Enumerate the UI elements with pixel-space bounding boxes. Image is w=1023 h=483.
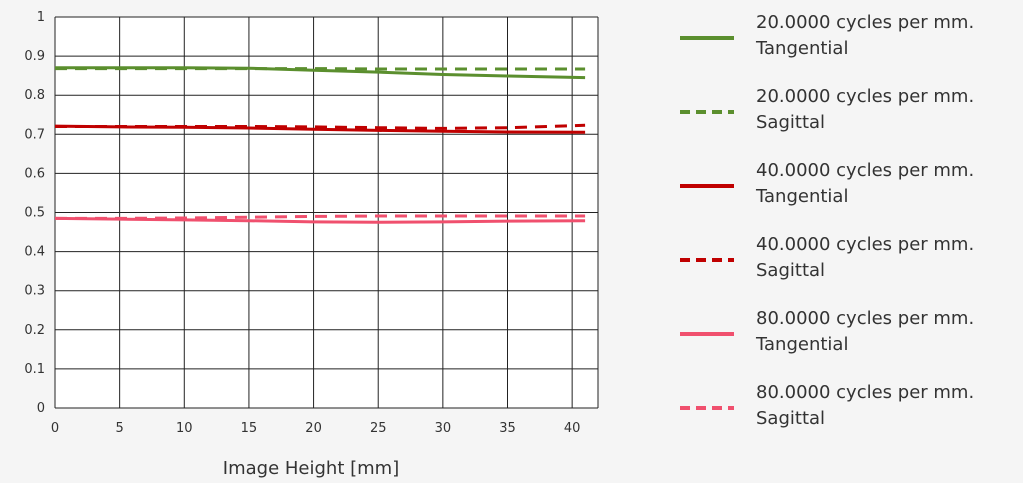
x-tick-label: 30 [435, 421, 452, 436]
y-tick-label: 0.9 [24, 49, 45, 64]
legend-label-line1: 40.0000 cycles per mm. [756, 234, 975, 255]
legend-label-line2: Sagittal [756, 408, 826, 429]
legend-swatch [680, 36, 734, 40]
x-tick-label: 20 [305, 421, 322, 436]
y-tick-label: 0.1 [24, 362, 45, 377]
legend-label-line1: 20.0000 cycles per mm. [756, 86, 975, 107]
legend-label-line1: 20.0000 cycles per mm. [756, 12, 975, 33]
legend-swatch [680, 184, 734, 188]
x-tick-label: 40 [564, 421, 581, 436]
series-line-6 [55, 214, 586, 220]
legend-label-line1: 80.0000 cycles per mm. [756, 308, 975, 329]
legend-item: 80.0000 cycles per mm. Tangential [680, 306, 1020, 380]
legend-swatch [680, 332, 734, 336]
tick-labels: 0 5 10 15 20 25 30 35 40 0 0.1 0.2 0.3 0.4 0.5 0.6 0.7 0.… [24, 10, 580, 436]
x-tick-label: 0 [51, 421, 59, 436]
legend-label-line2: Tangential [756, 334, 849, 355]
legend-label-line2: Sagittal [756, 112, 826, 133]
legend-label: 20.0000 cycles per mm. Tangential [756, 10, 974, 62]
x-axis-label: Image Height [mm] [223, 458, 399, 479]
legend-label-line2: Tangential [756, 186, 849, 207]
legend-item: 40.0000 cycles per mm. Tangential [680, 158, 1020, 232]
series-layer [54, 66, 586, 224]
chart-grid [54, 16, 599, 409]
y-tick-label: 0 [37, 401, 45, 416]
y-tick-label: 0.4 [24, 245, 45, 260]
mtf-chart: 0 5 10 15 20 25 30 35 40 0 0.1 0.2 0.3 0.4 0.5 0.6 0.7 0.… [24, 10, 599, 479]
y-tick-label: 0.7 [24, 127, 45, 142]
x-tick-label: 35 [499, 421, 516, 436]
legend-swatch [680, 406, 734, 410]
x-tick-label: 15 [241, 421, 258, 436]
legend-label: 40.0000 cycles per mm. Sagittal [756, 232, 974, 284]
legend-label: 40.0000 cycles per mm. Tangential [756, 158, 974, 210]
y-tick-label: 0.3 [24, 284, 45, 299]
legend-label-line1: 40.0000 cycles per mm. [756, 160, 975, 181]
legend-label-line2: Sagittal [756, 260, 826, 281]
legend-item: 20.0000 cycles per mm. Tangential [680, 10, 1020, 84]
legend-label: 80.0000 cycles per mm. Tangential [756, 306, 974, 358]
legend-item: 40.0000 cycles per mm. Sagittal [680, 232, 1020, 306]
legend-swatch [680, 258, 734, 262]
x-tick-label: 25 [370, 421, 387, 436]
y-tick-label: 0.6 [24, 166, 45, 181]
legend-swatch [680, 110, 734, 114]
series-line-4 [55, 123, 586, 130]
legend-label-line2: Tangential [756, 38, 849, 59]
legend-label: 20.0000 cycles per mm. Sagittal [756, 84, 974, 136]
legend-label-line1: 80.0000 cycles per mm. [756, 382, 975, 403]
y-tick-label: 0.5 [24, 206, 45, 221]
y-tick-label: 0.8 [24, 88, 45, 103]
x-tick-label: 10 [176, 421, 193, 436]
legend-item: 80.0000 cycles per mm. Sagittal [680, 380, 1020, 454]
legend-label: 80.0000 cycles per mm. Sagittal [756, 380, 974, 432]
chart-legend: 20.0000 cycles per mm. Tangential 20.0000 … [680, 10, 1020, 454]
legend-item: 20.0000 cycles per mm. Sagittal [680, 84, 1020, 158]
y-tick-label: 0.2 [24, 323, 45, 338]
x-tick-label: 5 [116, 421, 124, 436]
y-tick-label: 1 [37, 10, 45, 25]
